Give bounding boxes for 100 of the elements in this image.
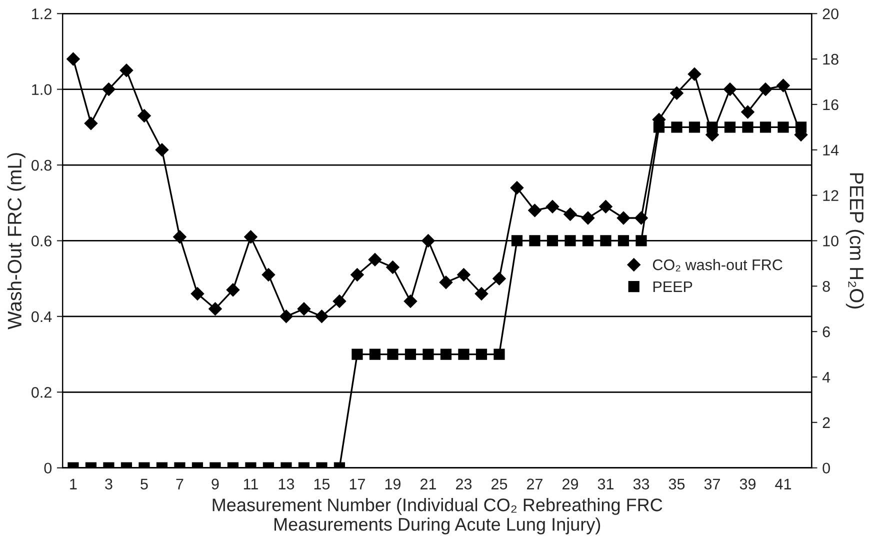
y2-tick-label: 20 [822,8,838,20]
y2-axis-title: PEEP (cm H₂O) [846,173,864,308]
point [84,116,98,130]
x-tick-label: 35 [668,478,685,490]
point [368,253,382,266]
x-tick-label: 3 [105,478,112,490]
point [297,302,311,316]
point [422,234,435,248]
point [546,235,558,246]
point [262,268,276,282]
point [688,122,700,133]
point [208,302,222,316]
y2-tick-label: 16 [823,99,838,110]
point [511,235,523,246]
x-tick-label: 13 [278,478,294,490]
x-tick-label: 41 [775,478,791,490]
point [742,122,754,133]
x-tick-label: 37 [704,478,720,490]
y-tick-label: 0.4 [32,311,52,322]
point [758,82,772,96]
x-axis-title: Measurement Number (Individual CO₂ Rebreathing FRC Measurements During Acute Lung Injury) [212,498,662,534]
point [492,272,506,286]
point [510,181,524,194]
x-tick-label: 17 [350,478,365,490]
y2-tick-label: 14 [823,144,839,156]
y2-tick-label: 18 [823,54,838,65]
point [778,122,789,133]
y2-tick-label: 8 [822,281,830,292]
x-tick-label: 23 [456,478,472,490]
y-tick-label: 0.6 [32,236,52,246]
point [386,260,400,274]
x-tick-label: 21 [420,478,436,490]
point [634,211,648,225]
y-tick-label: 0.8 [32,160,52,171]
point [332,294,346,308]
y-tick-label: 0 [44,462,52,474]
point [120,64,134,77]
point [723,82,737,96]
point [190,287,204,300]
point [457,268,470,282]
legend-label: CO₂ wash-out FRC [652,259,782,272]
y2-tick-label: 2 [822,417,830,428]
x-tick-label: 33 [633,478,650,490]
y2-tick-label: 6 [822,326,830,338]
point [173,230,186,244]
point [670,86,684,100]
point [564,208,577,221]
x-tick-label: 31 [598,478,614,490]
y-axis-title: Wash-Out FRC (mL) [7,153,26,330]
point [439,276,453,289]
point [528,204,542,218]
y2-tick-label: 12 [823,190,838,201]
x-tick-label: 9 [212,478,219,490]
y-tick-label: 0.2 [32,387,52,398]
point [671,122,682,133]
point [564,235,576,246]
point [66,52,80,66]
point [350,268,364,282]
point [776,78,790,92]
y-tick-label: 1.0 [32,84,52,95]
point [636,235,647,246]
x-tick-label: 29 [562,478,578,490]
x-tick-label: 5 [140,478,148,490]
point [529,235,540,246]
x-tick-label: 15 [314,478,330,490]
y2-tick-label: 10 [823,236,838,246]
y-tick-label: 1.2 [32,8,52,20]
point [244,230,258,244]
point [582,235,594,246]
point [404,294,418,308]
point [474,287,488,300]
point [155,143,169,156]
point [618,235,630,246]
point [795,122,807,133]
point [600,235,612,246]
point [546,200,560,214]
x-tick-label: 7 [176,478,184,490]
point [688,68,702,81]
x-tick-label: 25 [492,478,508,490]
point [102,82,116,96]
y2-tick-label: 0 [822,462,830,474]
point [653,122,665,133]
x-tick-label: 27 [527,478,542,490]
point [616,211,630,225]
point [280,310,293,324]
legend-label: PEEP [653,281,692,292]
point [706,122,718,133]
y2-tick-label: 4 [822,372,830,383]
point [760,122,772,133]
point [599,200,612,214]
x-tick-label: 11 [244,478,258,490]
x-tick-label: 1 [70,478,77,490]
point [724,122,736,133]
x-tick-label: 39 [740,478,756,490]
point [741,105,754,119]
point [226,283,240,297]
point [138,109,151,122]
point [315,310,328,324]
point [581,211,595,225]
x-tick-label: 19 [385,478,401,490]
